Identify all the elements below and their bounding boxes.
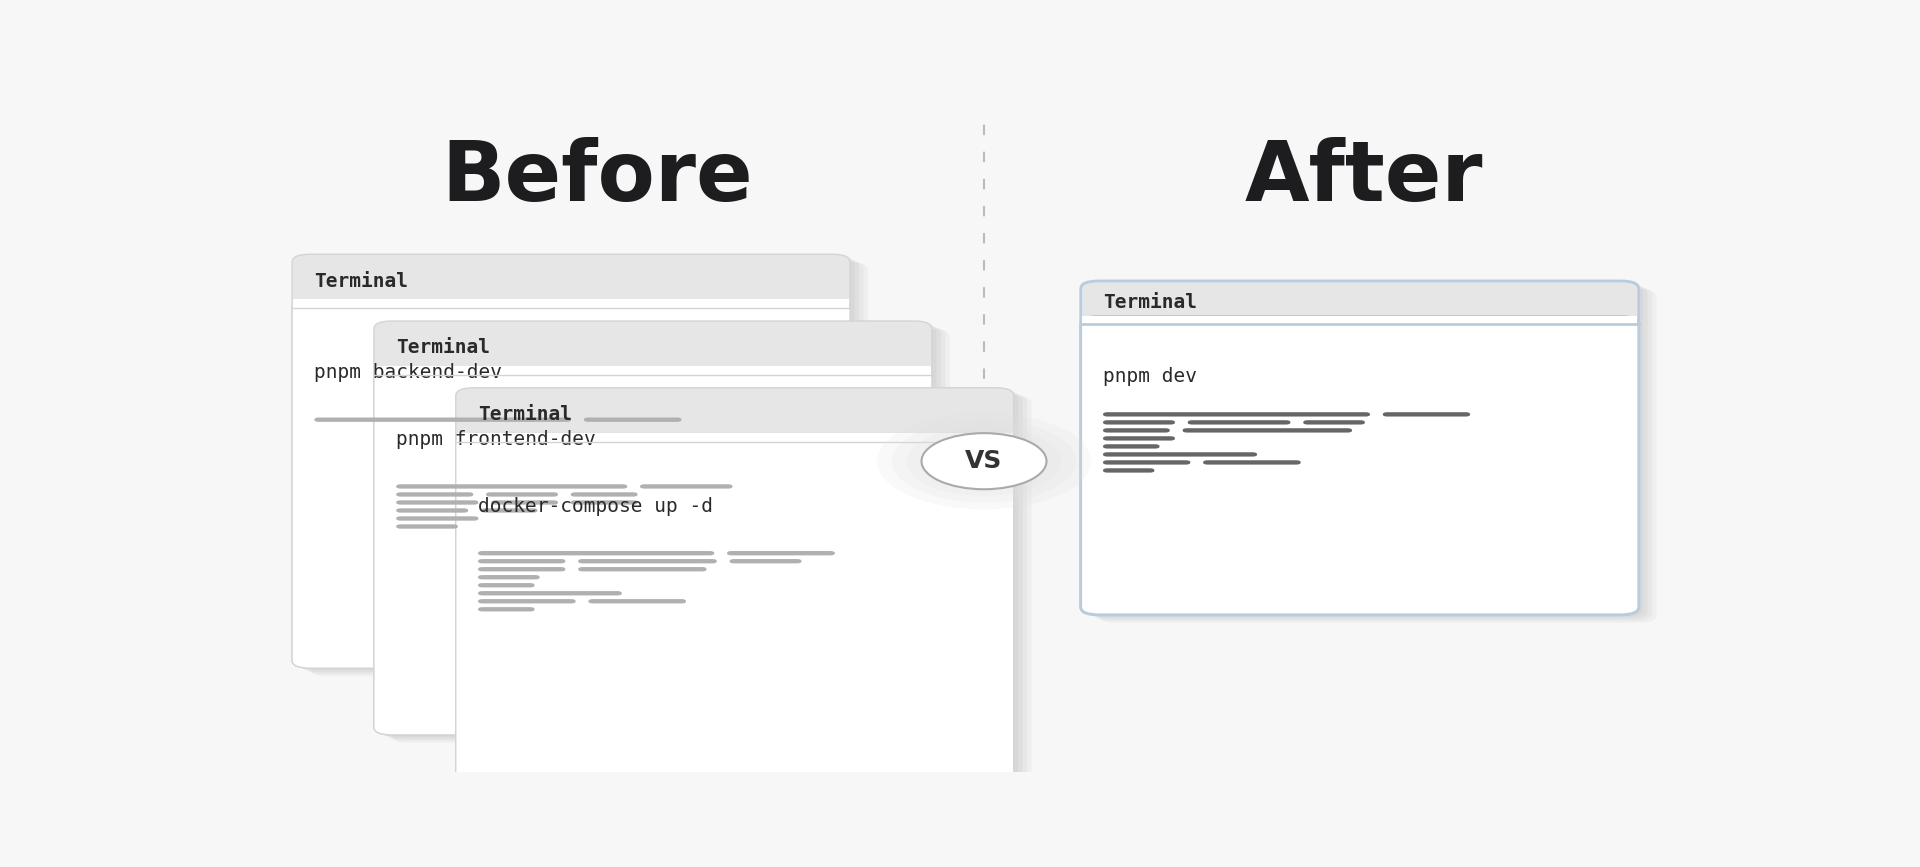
FancyBboxPatch shape <box>639 485 733 489</box>
FancyBboxPatch shape <box>478 583 534 588</box>
FancyBboxPatch shape <box>1188 420 1290 425</box>
FancyBboxPatch shape <box>1102 468 1154 473</box>
FancyBboxPatch shape <box>374 367 931 735</box>
FancyBboxPatch shape <box>478 559 564 564</box>
FancyBboxPatch shape <box>478 575 540 579</box>
FancyBboxPatch shape <box>1304 420 1365 425</box>
FancyBboxPatch shape <box>1081 316 1640 615</box>
Text: Terminal: Terminal <box>478 405 572 424</box>
Bar <box>294 299 849 308</box>
FancyBboxPatch shape <box>1204 460 1300 465</box>
FancyBboxPatch shape <box>578 559 716 564</box>
Bar <box>1083 316 1638 324</box>
FancyBboxPatch shape <box>1081 281 1640 615</box>
FancyBboxPatch shape <box>1102 428 1169 433</box>
Circle shape <box>906 427 1062 496</box>
FancyBboxPatch shape <box>292 300 851 668</box>
FancyBboxPatch shape <box>1102 453 1258 457</box>
Text: pnpm dev: pnpm dev <box>1102 367 1196 386</box>
FancyBboxPatch shape <box>584 418 682 422</box>
FancyBboxPatch shape <box>478 599 576 603</box>
FancyBboxPatch shape <box>1183 428 1352 433</box>
FancyBboxPatch shape <box>396 525 457 529</box>
FancyBboxPatch shape <box>478 591 622 596</box>
FancyBboxPatch shape <box>455 388 1014 802</box>
Text: VS: VS <box>966 449 1002 473</box>
Text: Terminal: Terminal <box>315 271 409 290</box>
FancyBboxPatch shape <box>455 434 1014 802</box>
FancyBboxPatch shape <box>396 508 468 512</box>
FancyBboxPatch shape <box>396 492 472 497</box>
FancyBboxPatch shape <box>478 567 564 571</box>
FancyBboxPatch shape <box>570 492 637 497</box>
Text: pnpm backend-dev: pnpm backend-dev <box>315 363 503 382</box>
FancyBboxPatch shape <box>396 517 478 521</box>
Text: Before: Before <box>442 137 753 218</box>
Text: Terminal: Terminal <box>1102 293 1196 312</box>
Text: Terminal: Terminal <box>396 338 490 357</box>
FancyBboxPatch shape <box>492 500 559 505</box>
FancyBboxPatch shape <box>315 418 570 422</box>
Circle shape <box>877 414 1091 509</box>
FancyBboxPatch shape <box>1102 436 1175 440</box>
FancyBboxPatch shape <box>588 599 685 603</box>
FancyBboxPatch shape <box>396 500 478 505</box>
FancyBboxPatch shape <box>1102 460 1190 465</box>
FancyBboxPatch shape <box>1102 412 1371 416</box>
FancyBboxPatch shape <box>478 551 714 556</box>
FancyBboxPatch shape <box>1102 444 1160 448</box>
FancyBboxPatch shape <box>730 559 801 564</box>
FancyBboxPatch shape <box>480 508 538 512</box>
Text: docker-compose up -d: docker-compose up -d <box>478 497 712 516</box>
FancyBboxPatch shape <box>374 321 931 735</box>
FancyBboxPatch shape <box>728 551 835 556</box>
Circle shape <box>922 434 1046 489</box>
FancyBboxPatch shape <box>1382 412 1471 416</box>
Bar <box>457 433 1014 441</box>
FancyBboxPatch shape <box>486 492 559 497</box>
Bar <box>374 366 931 375</box>
FancyBboxPatch shape <box>396 485 628 489</box>
FancyBboxPatch shape <box>1102 420 1175 425</box>
FancyBboxPatch shape <box>570 500 637 505</box>
FancyBboxPatch shape <box>578 567 707 571</box>
FancyBboxPatch shape <box>478 607 534 611</box>
Text: After: After <box>1244 137 1482 218</box>
Circle shape <box>891 420 1077 503</box>
FancyBboxPatch shape <box>292 254 851 668</box>
Text: pnpm frontend-dev: pnpm frontend-dev <box>396 430 595 449</box>
